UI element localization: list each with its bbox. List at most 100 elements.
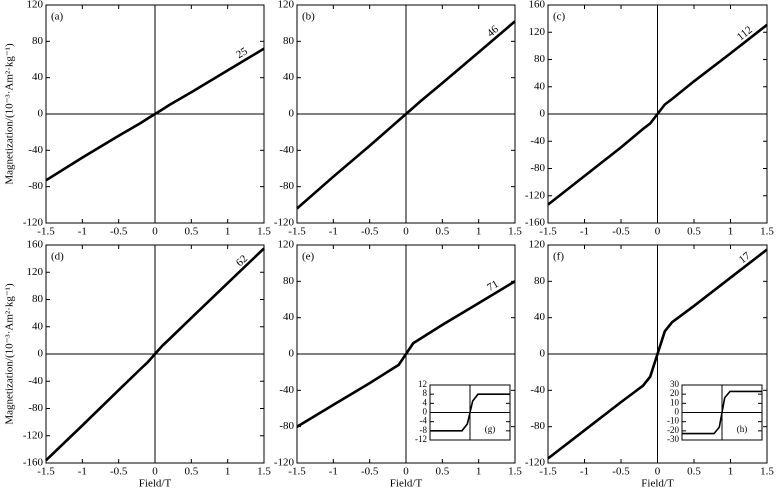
y-tick-label: 0 xyxy=(540,348,546,360)
y-tick-label: -120 xyxy=(525,189,546,201)
x-tick-label: 0.5 xyxy=(184,466,198,478)
y-tick-label: 120 xyxy=(27,0,44,11)
x-tick-label: -1.5 xyxy=(539,466,557,478)
x-tick-label: 1.5 xyxy=(257,226,271,238)
y-tick-label: 80 xyxy=(534,53,546,65)
y-tick-label: 40 xyxy=(283,71,295,83)
y-tick-label: 80 xyxy=(32,293,44,305)
data-line xyxy=(296,280,516,428)
x-tick-label: -1 xyxy=(78,466,87,478)
y-tick-label: 80 xyxy=(283,275,295,287)
x-tick-label: 1 xyxy=(728,466,734,478)
y-tick-label: 120 xyxy=(278,239,295,251)
curve-annotation: 71 xyxy=(485,278,501,294)
y-tick-label: -40 xyxy=(279,144,294,156)
y-tick-label: 0 xyxy=(675,407,680,417)
curve-annotation: 62 xyxy=(234,253,250,269)
y-tick-label: -80 xyxy=(28,402,43,414)
x-tick-label: 0 xyxy=(403,466,409,478)
curve-annotation: 17 xyxy=(737,250,753,267)
x-tick-label: 0 xyxy=(152,226,158,238)
x-tick-label: 0.5 xyxy=(435,466,449,478)
x-tick-label: 0 xyxy=(152,466,158,478)
y-tick-label: 120 xyxy=(27,266,44,278)
y-tick-label: -160 xyxy=(525,217,546,229)
x-tick-label: 1 xyxy=(728,226,734,238)
y-tick-label: 80 xyxy=(534,275,546,287)
x-tick-label: -0.5 xyxy=(612,466,630,478)
y-tick-label: -120 xyxy=(274,217,295,229)
y-tick-label: 0 xyxy=(38,108,44,120)
panel-label: (h) xyxy=(737,424,748,434)
y-tick-label: 20 xyxy=(670,388,680,398)
y-tick-label: -10 xyxy=(667,416,679,426)
y-tick-label: 40 xyxy=(32,71,44,83)
y-tick-label: 0 xyxy=(289,108,295,120)
x-tick-label: -0.5 xyxy=(361,466,379,478)
x-tick-label: -0.5 xyxy=(361,226,379,238)
y-tick-label: -8 xyxy=(420,425,428,435)
x-tick-label: -1.5 xyxy=(288,226,306,238)
x-tick-label: -1 xyxy=(580,466,589,478)
y-tick-label: 80 xyxy=(32,35,44,47)
y-tick-label: 40 xyxy=(32,320,44,332)
y-tick-label: -20 xyxy=(667,425,679,435)
y-tick-label: 0 xyxy=(289,348,295,360)
x-tick-label: -1 xyxy=(329,226,338,238)
y-tick-label: -120 xyxy=(525,457,546,469)
panel-label: (c) xyxy=(553,11,566,23)
y-tick-label: -80 xyxy=(530,420,545,432)
x-tick-label: -1.5 xyxy=(37,226,55,238)
y-tick-label: -40 xyxy=(28,375,43,387)
y-tick-label: -40 xyxy=(279,384,294,396)
data-line xyxy=(45,247,265,462)
y-tick-label: -12 xyxy=(415,434,427,444)
y-tick-label: 160 xyxy=(27,239,44,251)
panel-label: (a) xyxy=(51,11,64,23)
y-tick-label: 0 xyxy=(423,407,428,417)
y-tick-label: 4 xyxy=(423,397,428,407)
data-line xyxy=(547,248,768,460)
panel-label: (e) xyxy=(302,251,315,263)
x-tick-label: 1.5 xyxy=(760,466,774,478)
x-tick-label: -1 xyxy=(580,226,589,238)
y-tick-label: 0 xyxy=(38,348,44,360)
y-tick-label: -80 xyxy=(279,180,294,192)
x-tick-label: -0.5 xyxy=(612,226,630,238)
y-tick-label: -40 xyxy=(530,384,545,396)
y-tick-label: -4 xyxy=(420,416,428,426)
y-tick-label: 120 xyxy=(529,26,546,38)
panel-label: (b) xyxy=(302,11,315,23)
x-tick-label: -1 xyxy=(78,226,87,238)
y-tick-label: -40 xyxy=(530,135,545,147)
y-tick-label: -120 xyxy=(23,429,44,441)
x-tick-label: 1.5 xyxy=(508,226,522,238)
y-tick-label: 30 xyxy=(670,379,680,389)
y-tick-label: 40 xyxy=(534,311,546,323)
y-tick-label: 12 xyxy=(418,379,427,389)
y-tick-label: -160 xyxy=(23,457,44,469)
x-tick-label: 1 xyxy=(476,466,482,478)
y-tick-label: 120 xyxy=(529,239,546,251)
x-tick-label: 0.5 xyxy=(184,226,198,238)
y-tick-label: 40 xyxy=(534,80,546,92)
y-tick-label: 8 xyxy=(423,388,428,398)
x-tick-label: 1 xyxy=(476,226,482,238)
x-tick-label: 0 xyxy=(403,226,409,238)
x-tick-label: 0.5 xyxy=(687,226,701,238)
y-tick-label: -120 xyxy=(274,457,295,469)
x-tick-label: 1.5 xyxy=(257,466,271,478)
x-tick-label: 0.5 xyxy=(687,466,701,478)
x-tick-label: 1.5 xyxy=(508,466,522,478)
x-tick-label: 0.5 xyxy=(435,226,449,238)
y-tick-label: 80 xyxy=(283,35,295,47)
y-tick-label: 10 xyxy=(670,397,680,407)
panel-label: (g) xyxy=(485,424,496,434)
data-line xyxy=(682,390,762,435)
y-tick-label: 120 xyxy=(278,0,295,11)
x-tick-label: 1.5 xyxy=(760,226,774,238)
y-tick-label: 0 xyxy=(540,108,546,120)
x-axis-label: Field/T xyxy=(390,478,423,490)
x-axis-label: Field/T xyxy=(139,478,172,490)
